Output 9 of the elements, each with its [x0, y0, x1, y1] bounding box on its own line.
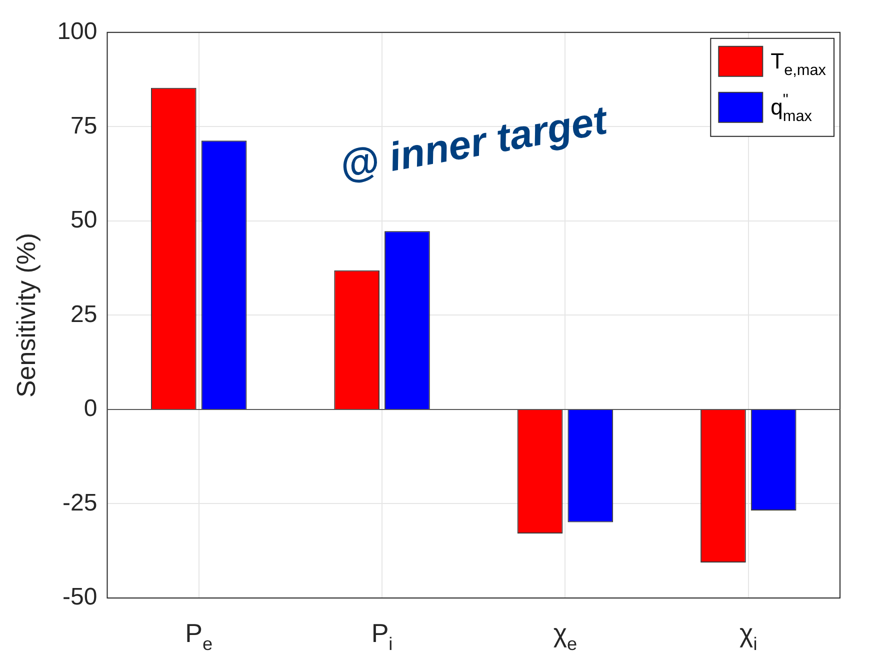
y-tick-label: 0: [84, 395, 98, 422]
y-tick-label: 50: [70, 206, 98, 234]
y-axis-title: Sensitivity (%): [10, 232, 41, 398]
annotation: @ inner target: [336, 98, 612, 189]
y-tick-label: -50: [62, 584, 98, 611]
y-tick-label: 100: [57, 18, 98, 46]
y-tick-label: -25: [62, 489, 98, 516]
y-tick-label: 25: [70, 300, 98, 328]
y-tick-label: 75: [70, 112, 98, 140]
